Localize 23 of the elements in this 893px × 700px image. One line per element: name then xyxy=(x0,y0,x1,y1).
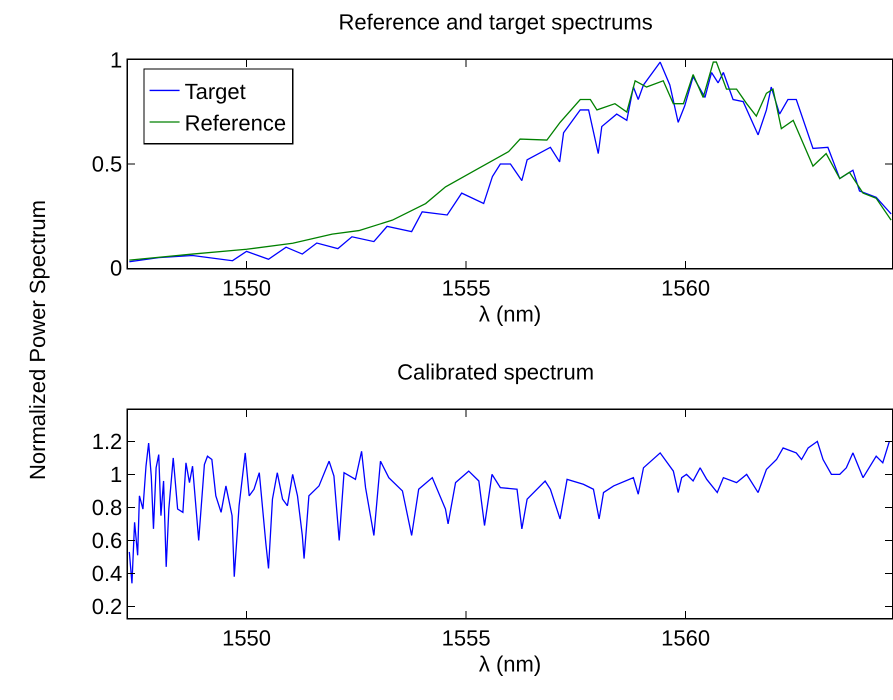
x-tick-label: 1560 xyxy=(661,276,710,301)
legend-label: Reference xyxy=(184,110,286,136)
x-tick-label: 1550 xyxy=(222,626,272,651)
x-axis-title: λ (nm) xyxy=(478,301,542,326)
y-tick-label: 1.2 xyxy=(92,429,122,454)
y-tick-label: 0.4 xyxy=(92,561,122,586)
x-tick-label: 1555 xyxy=(442,276,491,301)
chart-title: Reference and target spectrums xyxy=(338,10,653,35)
y-tick-label: 0.6 xyxy=(92,528,122,554)
legend-label: Target xyxy=(184,79,246,104)
x-tick-label: 1560 xyxy=(661,626,710,651)
x-axis-title: λ (nm) xyxy=(478,651,542,676)
y-tick-label: 1 xyxy=(110,462,122,488)
y-tick-label: 0.8 xyxy=(92,495,122,520)
y-tick-label: 1 xyxy=(110,48,122,73)
y-tick-label: 0.5 xyxy=(92,152,122,177)
y-axis-title: Normalized Power Spectrum xyxy=(25,200,51,480)
line-series xyxy=(128,440,890,584)
y-tick-label: 0.2 xyxy=(92,594,122,620)
x-tick-label: 1555 xyxy=(442,626,491,651)
x-tick-label: 1550 xyxy=(222,276,272,301)
y-tick-label: 0 xyxy=(110,256,122,281)
chart-title: Calibrated spectrum xyxy=(397,360,594,385)
